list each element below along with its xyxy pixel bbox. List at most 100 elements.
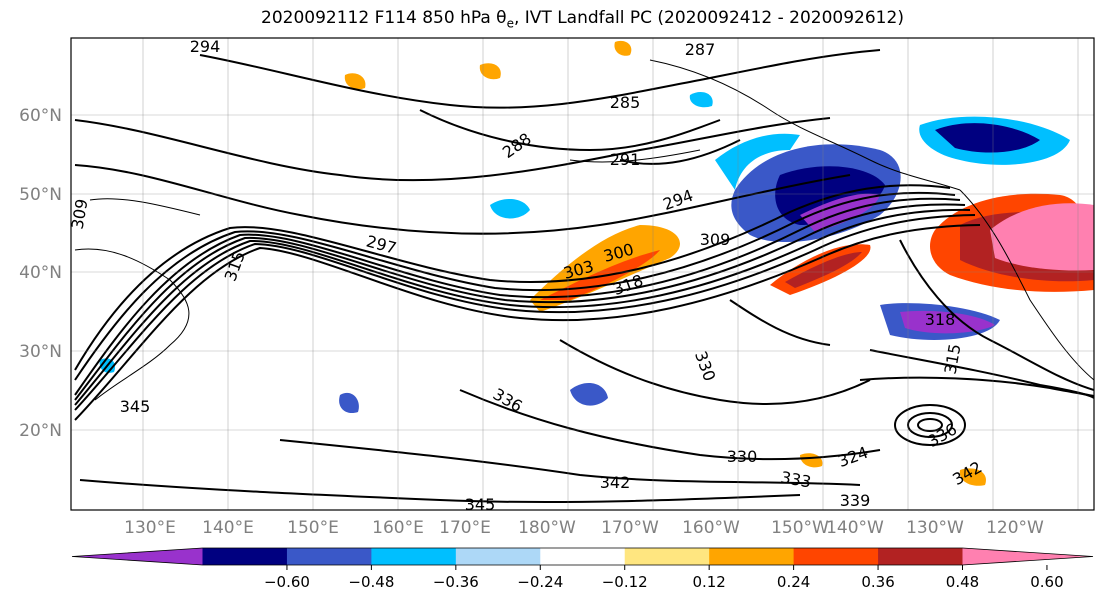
contour-line (74, 117, 831, 182)
shade-blob-1 (490, 198, 530, 219)
shade-blob-2 (570, 383, 608, 406)
colorbar-tick-label: 0.60 (1030, 573, 1063, 591)
colorbar-ticks (286, 565, 1048, 570)
contour-line (899, 239, 1094, 391)
colorbar-tick-label: 0.48 (946, 573, 979, 591)
contour-line (199, 49, 881, 109)
lon-label: 130°E (124, 518, 176, 538)
shade-east-darkred (785, 252, 862, 288)
lon-label: 180°W (518, 518, 576, 538)
contour-line (74, 164, 851, 235)
contour-label: 339 (840, 491, 871, 510)
gridlines (71, 38, 1094, 510)
contour-label: 294 (190, 37, 221, 56)
contour-ring (917, 418, 943, 432)
lat-label: 40°N (19, 263, 62, 283)
contour-line (419, 109, 721, 152)
contour-line (74, 208, 971, 406)
contour-line (459, 389, 881, 461)
contour-line (74, 203, 966, 401)
lat-label: 50°N (19, 185, 62, 205)
colorbar-tick-label: −0.24 (517, 573, 563, 591)
contour-label: 287 (685, 40, 716, 59)
colorbar-cells (71, 547, 1094, 566)
lon-label: 160°W (682, 518, 740, 538)
colorbar-tick-label: −0.60 (264, 573, 310, 591)
map-panel: 294 287 285 288 291 294 297 300 303 309 … (19, 37, 1095, 538)
colorbar-tick-label: 0.36 (861, 573, 894, 591)
contour-label: 318 (925, 310, 956, 329)
colorbar-cell (793, 548, 879, 565)
contour-label: 345 (120, 397, 151, 416)
contour-line (74, 191, 956, 381)
lat-label: 30°N (19, 342, 62, 362)
coastline-asia (74, 198, 201, 401)
colorbar-cell (878, 548, 963, 565)
shade-blob-10 (689, 92, 713, 108)
shade-jet-red (540, 250, 660, 300)
colorbar-tick-label: 0.12 (692, 573, 725, 591)
lon-label: 140°E (202, 518, 254, 538)
contour-line (619, 139, 741, 165)
figure-title: 2020092112 F114 850 hPa θe, IVT Landfall… (261, 8, 904, 31)
contour-label: 345 (465, 495, 496, 514)
lon-label: 170°W (601, 518, 659, 538)
colorbar-cell (202, 548, 288, 565)
contour-line (74, 214, 976, 411)
lon-label: 150°W (771, 518, 829, 538)
lon-label: 170°E (439, 518, 491, 538)
coastline-alaska (649, 59, 961, 191)
lon-label: 160°E (372, 518, 424, 538)
colorbar-cell (709, 548, 795, 565)
colorbar-cell (371, 548, 457, 565)
contour-line (74, 224, 981, 421)
colorbar-tick-label: −0.12 (602, 573, 648, 591)
shade-blob-3 (339, 392, 359, 414)
colorbar-cell (624, 548, 710, 565)
contour-label: 342 (600, 473, 631, 492)
shade-alaska-halo (715, 133, 800, 190)
lon-label: 140°W (826, 518, 884, 538)
shading-layer (99, 40, 1094, 486)
longitude-labels: 130°E 140°E 150°E 160°E 170°E 180°W 170°… (124, 518, 1044, 538)
shade-blob-4 (344, 73, 366, 90)
contour-ring (894, 404, 966, 446)
coastline-layer (74, 59, 1094, 401)
colorbar-cell (286, 548, 372, 565)
coastline-aleutians (569, 149, 701, 163)
contour-label: 330 (727, 447, 758, 466)
colorbar-tick-label: 0.24 (777, 573, 810, 591)
colorbar-labels: −0.60 −0.48 −0.36 −0.24 −0.12 0.12 0.24 0.36 0.4… (264, 573, 1064, 591)
contour-label: 291 (610, 150, 641, 169)
contour-line (559, 339, 871, 405)
shade-blob-9 (959, 468, 986, 486)
lat-label: 20°N (19, 421, 62, 441)
contour-line (279, 439, 861, 486)
contour-line (79, 479, 801, 504)
colorbar-extend-max (962, 548, 1093, 565)
contour-label: 309 (700, 230, 731, 249)
contour-line (859, 376, 1094, 397)
coastline-namerica (959, 189, 1094, 381)
colorbar-tick-label: −0.36 (433, 573, 479, 591)
contour-line (729, 299, 831, 346)
colorbar-cell (540, 548, 626, 565)
contour-line (74, 184, 951, 371)
shade-canada-navy (935, 123, 1040, 153)
latitude-labels: 60°N 50°N 40°N 30°N 20°N (19, 106, 62, 441)
shade-blob-5 (614, 40, 632, 56)
shade-coast-pink (990, 203, 1094, 271)
lon-label: 120°W (986, 518, 1044, 538)
shade-blob-6 (479, 63, 501, 80)
colorbar-cell (455, 548, 541, 565)
colorbar-tick-label: −0.48 (348, 573, 394, 591)
contour-label: 285 (610, 93, 641, 112)
colorbar-outline (71, 547, 1094, 566)
contour-label: 309 (68, 197, 92, 230)
lon-label: 150°E (287, 518, 339, 538)
lat-label: 60°N (19, 106, 62, 126)
colorbar-extend-min (72, 548, 203, 565)
map-frame (70, 37, 1095, 511)
lon-label: 130°W (906, 518, 964, 538)
map-content: 294 287 285 288 291 294 297 300 303 309 … (68, 37, 1094, 514)
